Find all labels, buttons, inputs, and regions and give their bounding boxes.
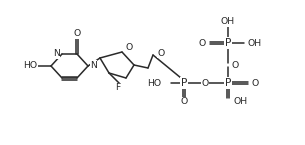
Text: O: O: [199, 39, 206, 48]
Text: O: O: [252, 78, 259, 87]
Text: P: P: [225, 78, 231, 88]
Text: O: O: [74, 29, 81, 39]
Text: O: O: [126, 44, 133, 52]
Text: N: N: [53, 49, 60, 58]
Text: OH: OH: [221, 18, 235, 27]
Text: F: F: [115, 84, 120, 93]
Text: O: O: [157, 48, 164, 58]
Text: OH: OH: [247, 39, 261, 48]
Text: OH: OH: [233, 97, 247, 106]
Text: N: N: [90, 60, 97, 69]
Text: O: O: [232, 60, 239, 69]
Text: O: O: [201, 78, 209, 87]
Text: P: P: [225, 38, 231, 48]
Text: HO: HO: [23, 61, 37, 70]
Text: P: P: [181, 78, 187, 88]
Text: O: O: [180, 97, 188, 106]
Text: HO: HO: [147, 78, 161, 87]
